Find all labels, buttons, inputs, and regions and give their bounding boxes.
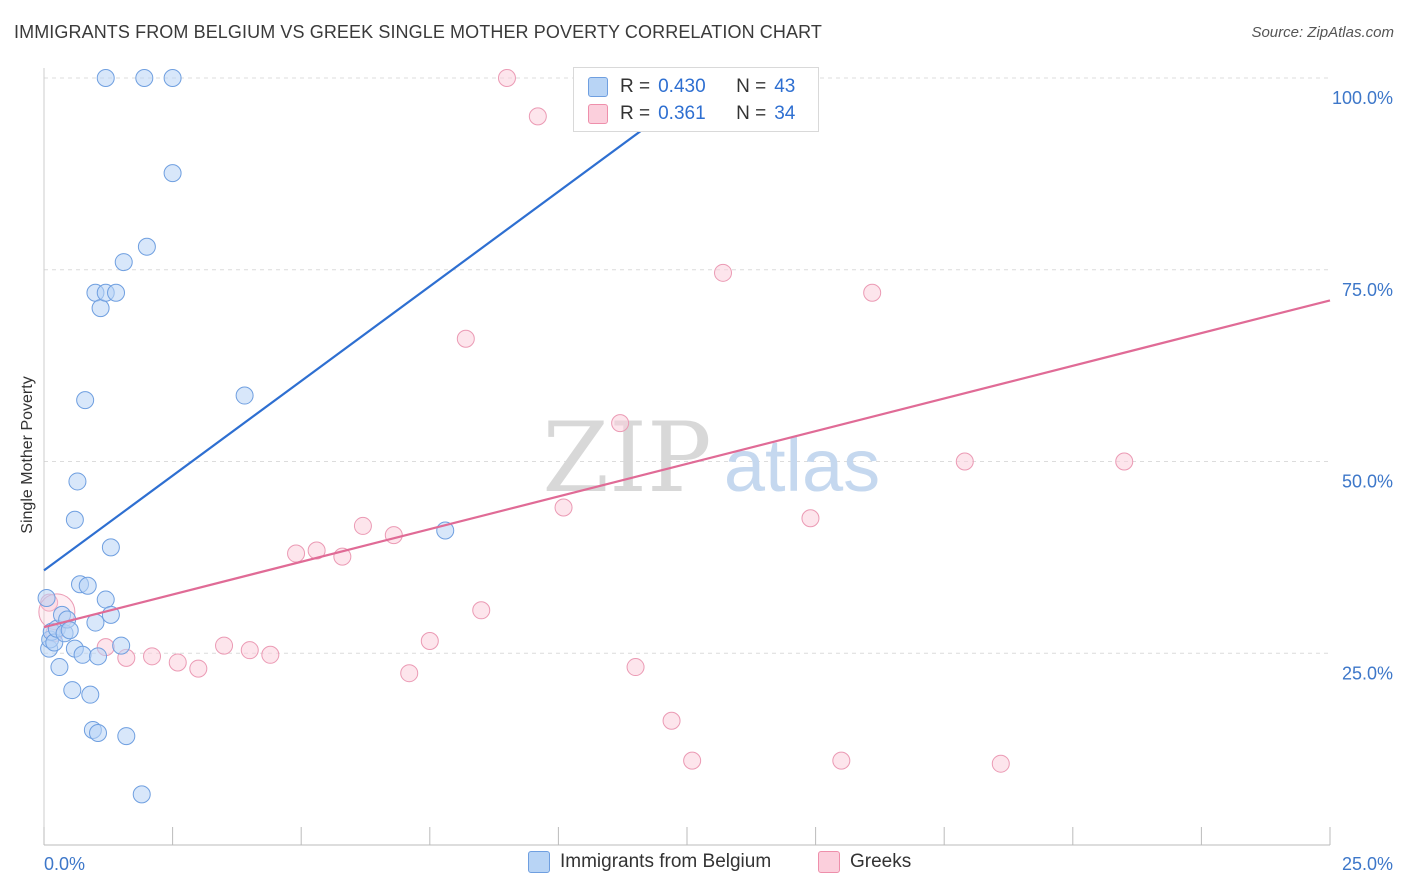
series-belgium-points <box>37 69 799 804</box>
data-point <box>215 636 234 655</box>
data-point <box>662 711 681 730</box>
data-point <box>801 509 820 528</box>
data-point <box>63 681 82 700</box>
stats-n-value: 43 <box>774 76 796 97</box>
data-point <box>91 299 110 318</box>
data-point <box>163 69 182 87</box>
chart-title: IMMIGRANTS FROM BELGIUM VS GREEK SINGLE … <box>14 22 822 42</box>
legend-label-greeks: Greeks <box>850 851 912 872</box>
data-point <box>955 452 974 471</box>
data-point <box>420 631 439 650</box>
tick-labels: 25.0% 50.0% 75.0% 100.0% 0.0% 25.0% <box>44 88 1393 874</box>
data-point <box>714 263 733 282</box>
data-point <box>235 386 254 405</box>
data-point <box>132 785 151 804</box>
legend-label-belgium: Immigrants from Belgium <box>560 851 772 872</box>
stats-row-belgium: R = 0.430 N = 43 <box>588 74 795 100</box>
stats-swatch-greeks <box>588 104 608 124</box>
data-point <box>189 659 208 678</box>
data-point <box>528 107 547 126</box>
data-point <box>353 516 372 535</box>
data-point <box>101 538 120 557</box>
data-point <box>50 658 69 677</box>
data-point <box>554 498 573 517</box>
trend-line-belgium <box>43 77 714 572</box>
x-tick-label: 25.0% <box>1342 854 1393 874</box>
stats-n-label: N = <box>736 76 767 97</box>
stats-row-greeks: R = 0.361 N = 34 <box>588 101 795 127</box>
data-point <box>76 391 95 410</box>
data-point <box>384 526 403 545</box>
legend-swatch-belgium <box>528 851 550 873</box>
grid-lines <box>44 77 1330 654</box>
stats-r-label: R = <box>620 103 651 124</box>
data-point <box>137 237 156 256</box>
data-point <box>117 727 136 746</box>
data-point <box>626 658 645 677</box>
y-tick-label: 50.0% <box>1342 472 1393 492</box>
data-point <box>73 645 92 664</box>
legend-swatch-greeks <box>818 851 840 873</box>
trend-line-greeks <box>43 299 1331 629</box>
data-point <box>611 414 630 433</box>
stats-box: R = 0.430 N = 43 R = 0.361 N = 34 <box>573 67 819 132</box>
data-point <box>89 647 108 666</box>
data-point <box>163 164 182 183</box>
y-axis-label: Single Mother Poverty <box>19 376 36 534</box>
axes <box>43 68 1331 846</box>
data-point <box>78 576 97 595</box>
data-point <box>112 636 131 655</box>
data-point <box>96 69 115 87</box>
data-point <box>863 283 882 302</box>
y-tick-label: 25.0% <box>1342 663 1393 683</box>
data-point <box>168 653 187 672</box>
data-point <box>400 664 419 683</box>
data-point <box>287 544 306 563</box>
stats-swatch-belgium <box>588 77 608 97</box>
watermark-atlas: atlas <box>724 424 880 507</box>
x-tick-label: 0.0% <box>44 854 85 874</box>
stats-r-value: 0.361 <box>658 103 706 124</box>
stats-n-label: N = <box>736 103 767 124</box>
data-point <box>60 621 79 640</box>
data-point <box>89 724 108 743</box>
data-point <box>497 69 516 87</box>
data-point <box>472 601 491 620</box>
data-point <box>68 472 87 491</box>
data-point <box>81 685 100 704</box>
source-label: Source: ZipAtlas.com <box>1251 24 1394 41</box>
stats-r-value: 0.430 <box>658 76 706 97</box>
legend-item-belgium[interactable]: Immigrants from Belgium <box>528 851 771 873</box>
data-point <box>135 69 154 87</box>
data-point <box>261 645 280 664</box>
data-point <box>991 754 1010 773</box>
data-point <box>1115 452 1134 471</box>
stats-n-value: 34 <box>774 103 796 124</box>
data-point <box>114 253 133 272</box>
data-point <box>65 510 84 529</box>
data-point <box>240 641 259 660</box>
data-point <box>107 283 126 302</box>
data-point <box>96 590 115 609</box>
y-tick-label: 75.0% <box>1342 280 1393 300</box>
data-point <box>832 751 851 770</box>
data-point <box>143 647 162 666</box>
trend-lines <box>43 77 1331 629</box>
data-point <box>37 589 56 608</box>
stats-r-label: R = <box>620 76 651 97</box>
y-tick-label: 100.0% <box>1332 88 1393 108</box>
legend-item-greeks[interactable]: Greeks <box>818 851 911 873</box>
data-point <box>456 329 475 348</box>
data-point <box>683 751 702 770</box>
